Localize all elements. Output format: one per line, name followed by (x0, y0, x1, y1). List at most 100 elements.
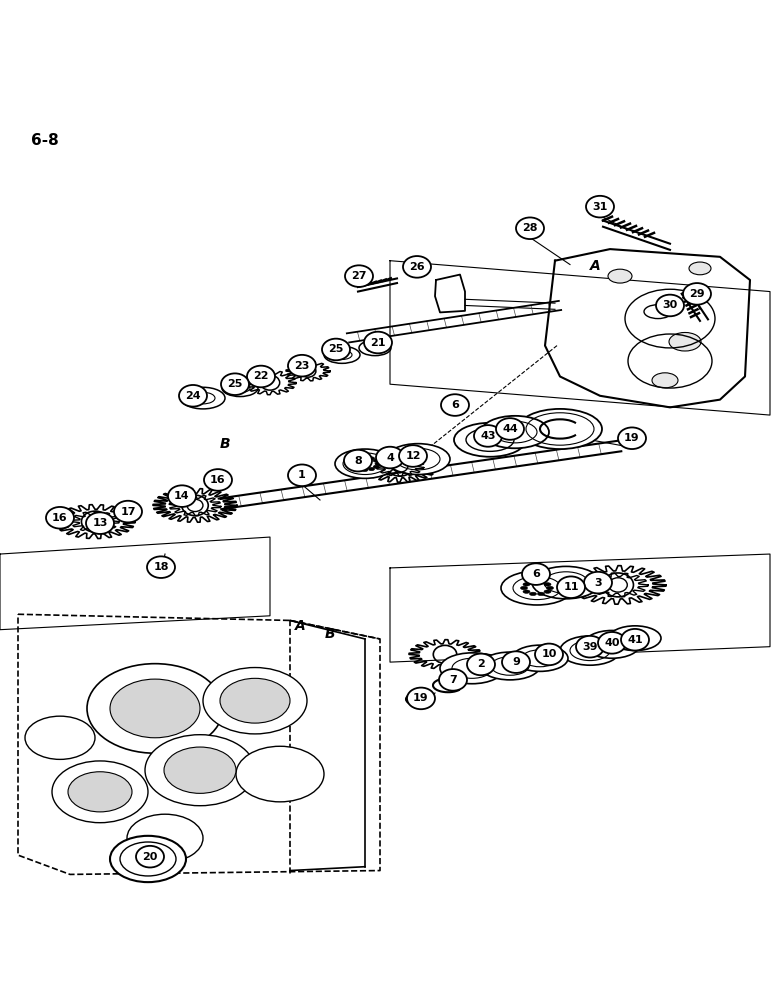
Ellipse shape (362, 456, 368, 459)
Ellipse shape (547, 586, 554, 590)
Ellipse shape (46, 507, 74, 529)
Ellipse shape (683, 283, 711, 305)
Ellipse shape (68, 772, 132, 812)
Ellipse shape (535, 644, 563, 665)
Ellipse shape (350, 465, 357, 468)
Ellipse shape (669, 332, 701, 351)
Ellipse shape (181, 387, 225, 409)
Ellipse shape (523, 590, 530, 593)
Ellipse shape (375, 462, 381, 465)
Ellipse shape (386, 444, 450, 475)
Text: 11: 11 (564, 582, 579, 592)
Text: 31: 31 (592, 202, 608, 212)
Ellipse shape (344, 450, 372, 471)
Ellipse shape (222, 380, 258, 397)
Text: 17: 17 (120, 507, 136, 517)
Ellipse shape (86, 512, 114, 534)
Ellipse shape (147, 556, 175, 578)
Text: 20: 20 (142, 852, 157, 862)
Ellipse shape (403, 256, 431, 278)
Ellipse shape (522, 563, 550, 585)
Text: 6-8: 6-8 (31, 133, 59, 148)
Ellipse shape (288, 464, 316, 486)
Text: 16: 16 (52, 513, 68, 523)
Ellipse shape (560, 636, 620, 665)
Ellipse shape (359, 340, 391, 356)
Ellipse shape (502, 651, 530, 673)
Ellipse shape (516, 217, 544, 239)
Ellipse shape (127, 814, 203, 862)
Text: 7: 7 (449, 675, 457, 685)
Ellipse shape (586, 196, 614, 217)
Text: 12: 12 (405, 451, 421, 461)
Ellipse shape (474, 425, 502, 447)
Ellipse shape (609, 626, 661, 651)
Ellipse shape (530, 580, 537, 584)
Ellipse shape (618, 427, 646, 449)
Ellipse shape (584, 572, 612, 593)
Ellipse shape (523, 583, 530, 586)
Text: 27: 27 (351, 271, 367, 281)
Text: B: B (220, 437, 230, 451)
Ellipse shape (220, 678, 290, 723)
Ellipse shape (136, 846, 164, 867)
Ellipse shape (364, 332, 392, 353)
Ellipse shape (355, 468, 361, 471)
Ellipse shape (441, 394, 469, 416)
Ellipse shape (407, 688, 435, 709)
Text: 24: 24 (185, 391, 201, 401)
Ellipse shape (324, 346, 360, 363)
Text: 19: 19 (625, 433, 640, 443)
Ellipse shape (349, 462, 355, 465)
Text: B: B (325, 627, 335, 641)
Ellipse shape (689, 262, 711, 275)
Ellipse shape (110, 679, 200, 738)
Ellipse shape (236, 746, 324, 802)
Ellipse shape (584, 630, 640, 658)
Text: 16: 16 (210, 475, 226, 485)
Text: 2: 2 (477, 659, 485, 669)
Text: 29: 29 (689, 289, 705, 299)
Ellipse shape (480, 652, 540, 680)
Ellipse shape (501, 571, 573, 605)
Ellipse shape (544, 583, 551, 586)
Text: 23: 23 (294, 361, 310, 371)
Ellipse shape (518, 409, 602, 449)
Text: 25: 25 (328, 344, 344, 354)
Ellipse shape (537, 580, 544, 584)
Text: 13: 13 (93, 518, 107, 528)
Ellipse shape (520, 586, 527, 590)
Ellipse shape (496, 418, 524, 440)
Ellipse shape (362, 468, 368, 471)
Ellipse shape (168, 485, 196, 507)
Text: 14: 14 (174, 491, 190, 501)
Ellipse shape (656, 295, 684, 316)
Ellipse shape (25, 716, 95, 759)
Ellipse shape (114, 501, 142, 522)
Text: 21: 21 (371, 338, 386, 348)
Ellipse shape (120, 842, 176, 876)
Ellipse shape (557, 576, 585, 598)
Ellipse shape (52, 761, 148, 823)
Text: 4: 4 (386, 453, 394, 463)
Ellipse shape (110, 836, 186, 882)
Ellipse shape (399, 445, 427, 467)
Text: 26: 26 (409, 262, 425, 272)
Text: 25: 25 (227, 379, 242, 389)
Text: A: A (590, 259, 601, 273)
Text: 10: 10 (541, 649, 557, 659)
Ellipse shape (350, 459, 357, 462)
Ellipse shape (164, 747, 236, 793)
Ellipse shape (376, 447, 404, 468)
Ellipse shape (532, 566, 600, 599)
Ellipse shape (576, 636, 604, 657)
Ellipse shape (544, 590, 551, 593)
Ellipse shape (355, 457, 361, 460)
Ellipse shape (456, 654, 504, 677)
Text: 43: 43 (480, 431, 496, 441)
Text: 9: 9 (512, 657, 520, 667)
Ellipse shape (530, 592, 537, 596)
Ellipse shape (145, 735, 255, 806)
Text: 3: 3 (594, 578, 602, 588)
Ellipse shape (537, 592, 544, 596)
